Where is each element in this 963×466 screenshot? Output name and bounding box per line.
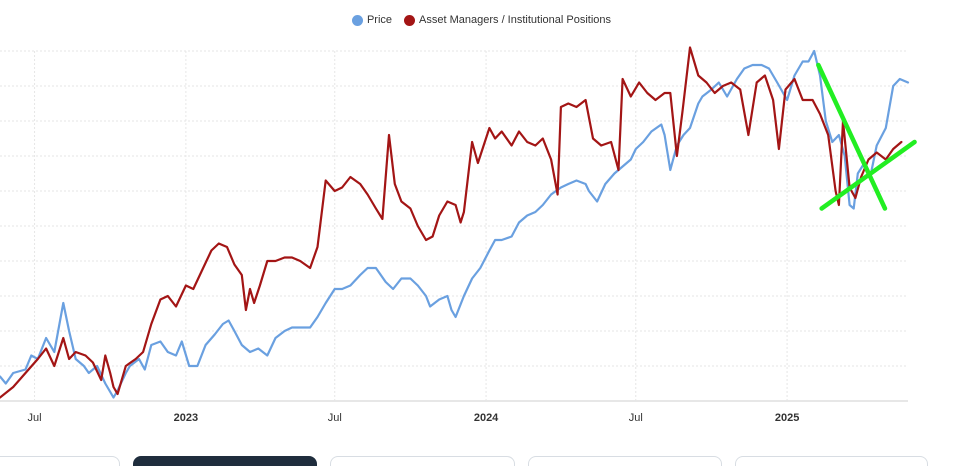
legend-item-asset-managers[interactable]: Asset Managers / Institutional Positions xyxy=(404,14,611,26)
x-tick-label: 2025 xyxy=(775,412,799,424)
x-tick-label: 2024 xyxy=(474,412,499,424)
trendline-annotation-1 xyxy=(816,62,888,211)
legend-marker-asset-managers xyxy=(404,14,416,26)
series-line-asset-managers xyxy=(0,46,903,399)
range-tab-4[interactable] xyxy=(528,456,722,466)
legend-marker-price xyxy=(351,14,363,26)
legend-label-asset-managers: Asset Managers / Institutional Positions xyxy=(419,14,612,26)
trendline-annotation-2 xyxy=(819,139,917,211)
legend-label-price: Price xyxy=(366,14,393,26)
x-tick-label: Jul xyxy=(28,412,42,424)
line-chart: Jul 2023 Jul 2024 Jul 2025 xyxy=(0,46,917,424)
x-tick-label: Jul xyxy=(629,412,643,424)
range-tab-2[interactable] xyxy=(133,456,317,466)
range-tab-5[interactable] xyxy=(735,456,928,466)
x-tick-label: 2023 xyxy=(174,412,198,424)
range-tab-3[interactable] xyxy=(330,456,515,466)
chart-legend: Price Asset Managers / Institutional Pos… xyxy=(0,14,963,26)
legend-item-price[interactable]: Price xyxy=(351,14,393,26)
range-tabs xyxy=(0,456,963,466)
x-tick-label: Jul xyxy=(328,412,342,424)
series-line-price xyxy=(0,49,910,399)
range-tab-1[interactable] xyxy=(0,456,120,466)
